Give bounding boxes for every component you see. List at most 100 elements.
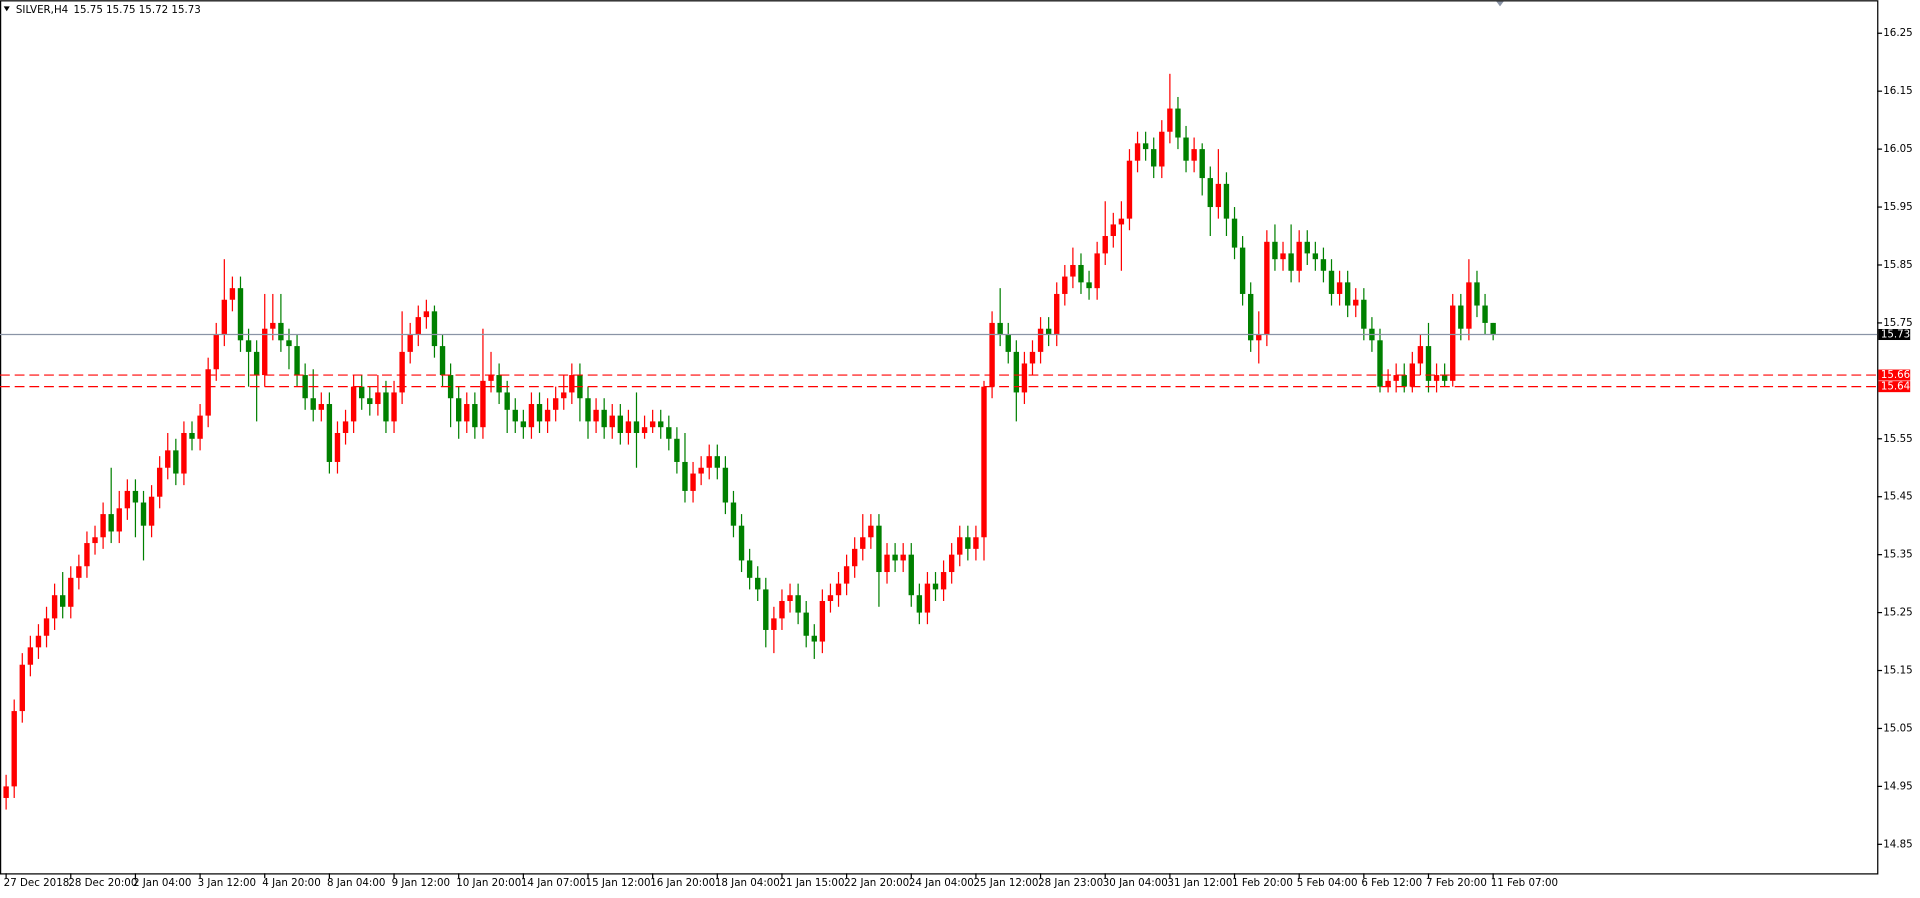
candle-body (746, 560, 753, 578)
candle-body (738, 525, 745, 561)
candle-body (1474, 282, 1480, 306)
x-tick-label: 18 Jan 04:00 (715, 877, 780, 889)
candle-body (1126, 160, 1133, 219)
candle-body (1441, 375, 1448, 381)
menu-arrow[interactable] (3, 6, 10, 12)
candle-body (456, 398, 462, 422)
candle-body (908, 554, 914, 596)
candle-body (1005, 334, 1011, 352)
x-tick-label: 4 Jan 20:00 (262, 877, 320, 889)
level-line-tag (1878, 369, 1911, 381)
x-tick-label: 14 Jan 07:00 (521, 877, 586, 889)
candle-body (302, 375, 308, 399)
candle-body (900, 554, 906, 561)
candle-body (124, 490, 131, 509)
candle-body (989, 322, 995, 387)
axis-layer: 14.85 14.95 15.05 15.15 15.25 15.35 15.45 15.55… (4, 27, 1913, 889)
candle-body (819, 600, 826, 642)
x-tick-label: 28 Dec 20:00 (68, 877, 137, 889)
candle-body (1159, 131, 1165, 167)
level-line-tag (1878, 381, 1911, 393)
candle-body (189, 432, 195, 439)
candle-body (504, 392, 510, 410)
candle-body (407, 334, 413, 352)
candle-body (973, 537, 979, 549)
candle-body (1062, 276, 1068, 294)
x-tick-label: 2 Jan 04:00 (133, 877, 191, 889)
candle-body (892, 554, 898, 561)
candle-body (1070, 264, 1076, 277)
candle-body (108, 514, 114, 532)
candle-body (286, 340, 292, 347)
candle-body (512, 409, 518, 422)
candle-body (698, 467, 704, 474)
candle-body (51, 595, 58, 619)
candle-body (76, 566, 82, 578)
candle-body (1425, 346, 1432, 381)
candle-body (876, 525, 882, 573)
y-tick-label: 15.45 (1883, 491, 1912, 503)
candles (3, 73, 1496, 810)
candle-body (399, 351, 405, 393)
candle-body (1490, 322, 1496, 335)
candle-body (981, 386, 987, 538)
y-tick-label: 15.75 (1883, 317, 1912, 329)
candle-body (1191, 149, 1197, 161)
candle-body (197, 415, 203, 439)
candle-body (1142, 143, 1149, 150)
candle-body (1110, 224, 1116, 237)
y-tick-label: 16.25 (1883, 27, 1912, 39)
candle-body (318, 404, 324, 410)
candle-body (439, 346, 446, 376)
candle-body (278, 322, 284, 341)
candle-body (1458, 305, 1464, 329)
candle-body (1183, 137, 1189, 161)
candle-body (1280, 253, 1286, 260)
candle-body (1151, 149, 1157, 167)
x-tick-label: 25 Jan 12:00 (973, 877, 1038, 889)
candle-body (1328, 270, 1335, 294)
candle-body (771, 618, 777, 630)
candle-body (666, 427, 672, 439)
candle-body (1466, 282, 1472, 329)
candle-body (156, 467, 163, 497)
candle-body (367, 398, 373, 405)
candle-body (326, 404, 333, 462)
candle-body (334, 432, 341, 462)
x-tick-label: 28 Jan 23:00 (1038, 877, 1103, 889)
plot-frame (0, 0, 1879, 875)
candle-body (27, 647, 34, 665)
candle-body (625, 421, 632, 433)
candle-body (294, 346, 300, 376)
candle-body (593, 409, 599, 422)
y-tick-label: 14.95 (1883, 780, 1912, 792)
level-line-label: 15.64 (1881, 381, 1910, 393)
candle-body (617, 415, 624, 433)
candle-body (1094, 253, 1100, 289)
candle-body (811, 635, 817, 642)
candle-body (1054, 293, 1060, 335)
chart-title: SILVER,H4 (16, 4, 68, 16)
candle-body (262, 328, 268, 376)
candle-body (1086, 282, 1092, 289)
candle-body (536, 404, 543, 422)
x-tick-label: 8 Jan 04:00 (327, 877, 385, 889)
candle-body (116, 508, 122, 532)
candle-body (173, 450, 179, 474)
y-tick-label: 15.85 (1883, 259, 1912, 271)
candle-body (359, 386, 365, 399)
candle-body (270, 322, 276, 329)
candle-body (1401, 375, 1407, 387)
candle-body (1175, 108, 1181, 138)
candle-body (1231, 218, 1238, 248)
candle-body (213, 334, 219, 370)
candle-body (1199, 149, 1205, 179)
y-tick-label: 15.15 (1883, 665, 1912, 677)
y-tick-label: 14.85 (1883, 838, 1912, 850)
candle-body (957, 537, 963, 555)
candle-body (1272, 241, 1278, 260)
candle-body (690, 473, 696, 491)
candle-body (924, 583, 931, 613)
candle-body (674, 438, 680, 462)
candle-body (140, 502, 147, 526)
